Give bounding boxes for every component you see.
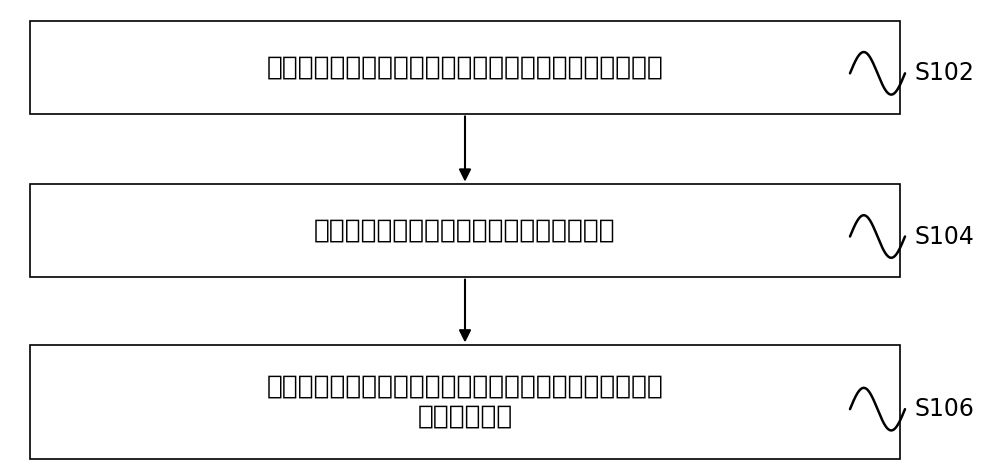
FancyBboxPatch shape (30, 21, 900, 114)
Text: S102: S102 (915, 61, 975, 85)
Text: S104: S104 (915, 225, 975, 248)
Text: S106: S106 (915, 397, 975, 421)
Text: 基站查找与终端标识信息匹配的上下文信息: 基站查找与终端标识信息匹配的上下文信息 (314, 218, 616, 244)
FancyBboxPatch shape (30, 184, 900, 277)
Text: 基站接收终端发送的携带有终端标识信息的第一请求消息: 基站接收终端发送的携带有终端标识信息的第一请求消息 (267, 54, 663, 80)
FancyBboxPatch shape (30, 345, 900, 459)
Text: 基站在查找到上下文信息的情况下，使用上下文信息恢复
与终端的连接: 基站在查找到上下文信息的情况下，使用上下文信息恢复 与终端的连接 (267, 374, 663, 430)
